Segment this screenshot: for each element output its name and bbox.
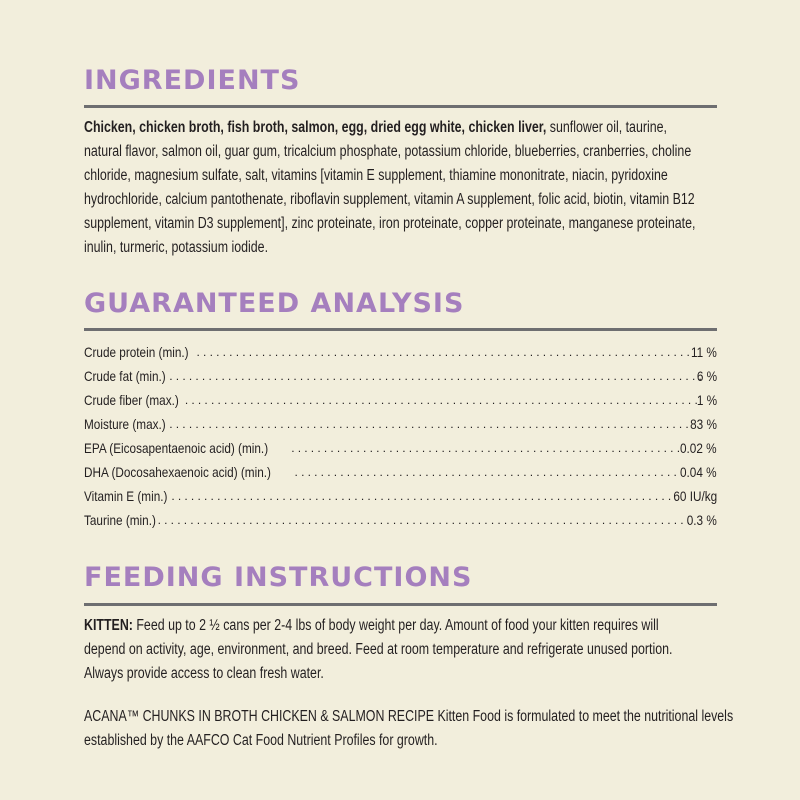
ingredients-line: supplement, vitamin D3 supplement], zinc… bbox=[84, 215, 696, 232]
dot-leader: ........................................… bbox=[196, 345, 695, 359]
analysis-row: EPA (Eicosapentaenoic acid) (min.)......… bbox=[84, 436, 717, 460]
ingredients-text: Chicken, chicken broth, fish broth, salm… bbox=[84, 116, 724, 260]
ingredients-line: Chicken, chicken broth, fish broth, salm… bbox=[84, 116, 667, 140]
feeding-text: KITTEN: Feed up to 2 ½ cans per 2-4 lbs … bbox=[84, 614, 724, 686]
dot-leader: ........................................… bbox=[184, 393, 701, 407]
feeding-line: depend on activity, age, environment, an… bbox=[84, 641, 673, 658]
analysis-value: 6 % bbox=[696, 368, 717, 384]
main-ingredients: Chicken, chicken broth, fish broth, salm… bbox=[84, 119, 547, 136]
divider bbox=[84, 328, 717, 331]
feeding-line-text: Feed up to 2 ½ cans per 2-4 lbs of body … bbox=[132, 617, 659, 634]
ingredients-line: inulin, turmeric, potassium iodide. bbox=[84, 239, 269, 256]
analysis-value: 0.02 % bbox=[680, 440, 717, 456]
dot-leader: ........................................… bbox=[169, 369, 701, 383]
dot-leader: ........................................… bbox=[291, 441, 681, 455]
aafco-statement: ACANA™ CHUNKS IN BROTH CHICKEN & SALMON … bbox=[84, 705, 734, 753]
analysis-row: Vitamin E (min.)........................… bbox=[84, 484, 717, 508]
analysis-row: DHA (Docosahexaenoic acid) (min.).......… bbox=[84, 460, 717, 484]
analysis-value: 1 % bbox=[696, 392, 717, 408]
analysis-label: DHA (Docosahexaenoic acid) (min.) bbox=[84, 464, 271, 480]
analysis-row: Crude fat (min.)........................… bbox=[84, 364, 717, 388]
statement-line: ACANA™ CHUNKS IN BROTH CHICKEN & SALMON … bbox=[84, 708, 734, 725]
analysis-label: Crude fat (min.) bbox=[84, 368, 166, 384]
feeding-line: Always provide access to clean fresh wat… bbox=[84, 665, 324, 682]
analysis-label: Crude protein (min.) bbox=[84, 344, 189, 360]
divider bbox=[84, 603, 717, 606]
analysis-row: Moisture (max.).........................… bbox=[84, 412, 717, 436]
ingredients-heading: INGREDIENTS bbox=[84, 65, 301, 96]
analysis-row: Taurine (min.)..........................… bbox=[84, 508, 717, 532]
ingredients-line: hydrochloride, calcium pantothenate, rib… bbox=[84, 191, 695, 208]
feeding-line: KITTEN: Feed up to 2 ½ cans per 2-4 lbs … bbox=[84, 614, 659, 638]
dot-leader: ........................................… bbox=[171, 489, 673, 503]
kitten-label: KITTEN: bbox=[84, 617, 133, 634]
analysis-heading: GUARANTEED ANALYSIS bbox=[84, 288, 465, 319]
analysis-label: Crude fiber (max.) bbox=[84, 392, 179, 408]
ingredients-line-text: sunflower oil, taurine, bbox=[546, 119, 667, 136]
analysis-label: EPA (Eicosapentaenoic acid) (min.) bbox=[84, 440, 269, 456]
analysis-label: Vitamin E (min.) bbox=[84, 488, 168, 504]
analysis-label: Taurine (min.) bbox=[84, 512, 156, 528]
feeding-heading: FEEDING INSTRUCTIONS bbox=[84, 562, 473, 593]
dot-leader: ........................................… bbox=[157, 513, 690, 527]
dot-leader: ........................................… bbox=[169, 417, 693, 431]
dot-leader: ........................................… bbox=[294, 465, 682, 479]
divider bbox=[84, 105, 717, 108]
analysis-value: 0.04 % bbox=[680, 464, 717, 480]
ingredients-line: natural flavor, salmon oil, guar gum, tr… bbox=[84, 143, 692, 160]
analysis-label: Moisture (max.) bbox=[84, 416, 166, 432]
ingredients-line: chloride, magnesium sulfate, salt, vitam… bbox=[84, 167, 668, 184]
analysis-row: Crude protein (min.)....................… bbox=[84, 340, 717, 364]
analysis-value: 60 IU/kg bbox=[673, 488, 717, 504]
statement-line: established by the AAFCO Cat Food Nutrie… bbox=[84, 732, 438, 749]
analysis-row: Crude fiber (max.)......................… bbox=[84, 388, 717, 412]
analysis-value: 83 % bbox=[690, 416, 717, 432]
analysis-value: 11 % bbox=[691, 344, 717, 360]
analysis-value: 0.3 % bbox=[686, 512, 717, 528]
